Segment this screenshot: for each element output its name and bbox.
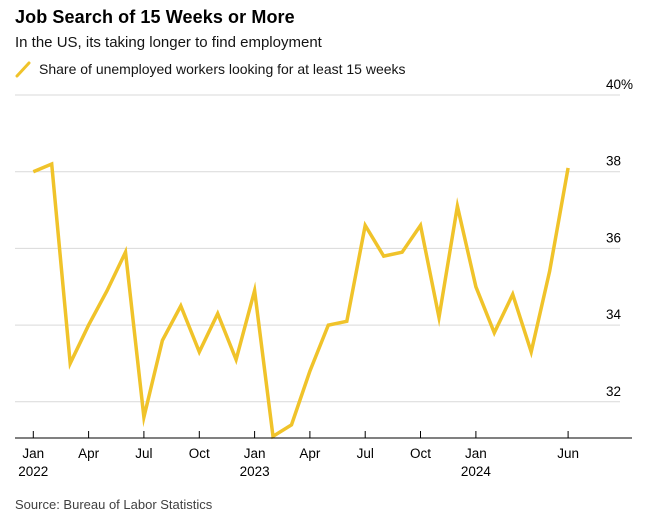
legend: Share of unemployed workers looking for … <box>15 61 635 78</box>
x-axis-label-month: Jan <box>22 446 44 461</box>
chart-title: Job Search of 15 Weeks or More <box>15 7 295 27</box>
x-axis-label-month: Jun <box>557 446 579 461</box>
source-note: Source: Bureau of Labor Statistics <box>15 497 213 512</box>
x-axis-label-month: Apr <box>299 446 321 461</box>
x-axis-label-month: Oct <box>410 446 431 461</box>
y-axis-label: 36 <box>606 230 621 245</box>
x-axis-label-month: Oct <box>189 446 210 461</box>
x-axis-label-month: Jul <box>357 446 374 461</box>
legend-line-swatch-icon <box>15 61 31 77</box>
y-axis-label: 40% <box>606 77 633 92</box>
x-axis-label-month: Jul <box>135 446 152 461</box>
x-axis-label-year: 2022 <box>18 464 48 479</box>
y-axis-label: 34 <box>606 307 622 322</box>
chart-subtitle: In the US, its taking longer to find emp… <box>15 33 322 51</box>
x-axis-label-month: Apr <box>78 446 100 461</box>
y-axis-label: 32 <box>606 384 621 399</box>
x-axis-label-month: Jan <box>244 446 266 461</box>
y-axis-label: 38 <box>606 154 621 169</box>
x-axis-label-month: Jan <box>465 446 487 461</box>
data-line-series <box>32 161 570 440</box>
x-axis-label-year: 2023 <box>240 464 270 479</box>
legend-label: Share of unemployed workers looking for … <box>39 61 406 77</box>
x-axis-label-year: 2024 <box>461 464 492 479</box>
chart-header: Job Search of 15 Weeks or More In the US… <box>15 6 635 78</box>
